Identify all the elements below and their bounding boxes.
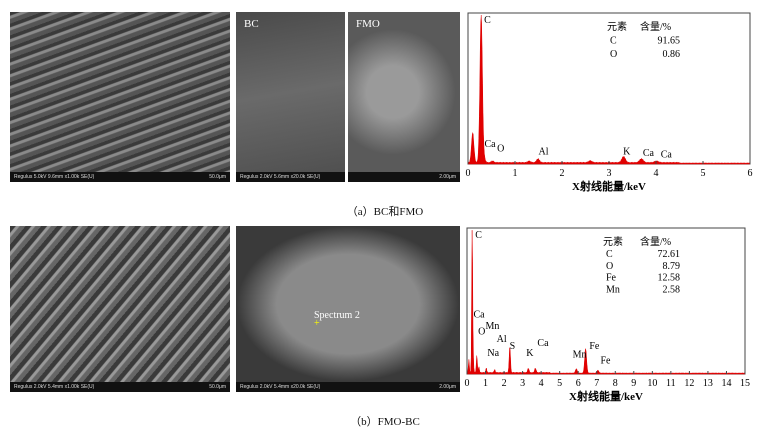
x-tick-label: 10 <box>647 378 657 389</box>
x-tick-label: 2 <box>502 378 507 389</box>
peak-label: S <box>510 341 516 352</box>
spectrum-label: Spectrum 2 <box>314 310 360 321</box>
peak-label: Mn <box>486 321 500 332</box>
sem-image-fmo-bc-1k: Regulus 2.0kV 5.4mm x1.00k SE(U) 50.0μm <box>10 226 230 392</box>
peak-label: Na <box>487 348 499 359</box>
sem-info: Regulus 5.0kV 9.6mm x1.00k SE(U) <box>14 174 95 180</box>
peak-label: O <box>497 144 504 155</box>
table-element: C <box>610 36 617 47</box>
x-axis-label: X射线能量/keV <box>569 389 643 403</box>
sem-image-bc-20k: BC Regulus 2.0kV 5.6mm x20.0k SE(U) <box>236 12 345 182</box>
table-header-content: 含量/% <box>640 20 671 33</box>
peak-label: Ca <box>537 338 549 349</box>
x-tick-label: 2 <box>560 168 565 179</box>
spectrum-marker-icon: + <box>314 318 320 329</box>
x-tick-label: 8 <box>613 378 618 389</box>
x-tick-label: 1 <box>483 378 488 389</box>
table-value: 0.86 <box>663 49 681 60</box>
table-header-content: 含量/% <box>640 235 671 248</box>
peak-label: Fe <box>600 355 611 366</box>
sem-image-fmo: FMO 2.00μm <box>348 12 460 182</box>
sem-label: FMO <box>356 18 380 30</box>
sem-info: Regulus 2.0kV 5.4mm x1.00k SE(U) <box>14 384 95 390</box>
spectrum-series <box>466 230 746 375</box>
table-element: O <box>606 261 613 272</box>
x-tick-label: 7 <box>594 378 599 389</box>
table-element: C <box>606 249 613 260</box>
peak-label: O <box>478 327 485 338</box>
sem-image-fmo-bc-20k: + Spectrum 2 Regulus 2.0kV 5.4mm x20.0k … <box>236 226 460 392</box>
table-value: 8.79 <box>663 261 681 272</box>
peak-label: Al <box>497 334 507 345</box>
peak-label: Ca <box>661 150 673 161</box>
x-tick-label: 11 <box>666 378 676 389</box>
table-header-element: 元素 <box>607 20 627 33</box>
caption-b: （b）FMO-BC <box>350 416 420 428</box>
sem-scale: 2.00μm <box>439 384 456 390</box>
peak-label: K <box>623 147 631 158</box>
x-tick-label: 6 <box>576 378 581 389</box>
table-value: 91.65 <box>658 36 681 47</box>
table-value: 12.58 <box>658 273 681 284</box>
x-tick-label: 5 <box>557 378 562 389</box>
peak-label: Mn <box>573 350 587 361</box>
table-element: Mn <box>606 285 620 296</box>
peak-label: Ca <box>484 139 496 150</box>
x-tick-label: 5 <box>701 168 706 179</box>
x-tick-label: 0 <box>466 168 471 179</box>
sem-info: Regulus 2.0kV 5.6mm x20.0k SE(U) <box>240 174 321 180</box>
table-value: 72.61 <box>658 249 681 260</box>
peak-label: Ca <box>643 148 655 159</box>
x-axis-label: X射线能量/keV <box>572 179 646 193</box>
x-tick-label: 3 <box>607 168 612 179</box>
x-tick-label: 4 <box>539 378 544 389</box>
table-element: Fe <box>606 273 617 284</box>
table-header-element: 元素 <box>603 235 623 248</box>
x-tick-label: 14 <box>721 378 731 389</box>
x-tick-label: 12 <box>684 378 694 389</box>
sem-scale: 50.0μm <box>209 174 226 180</box>
x-tick-label: 13 <box>703 378 713 389</box>
peak-label: Ca <box>473 309 485 320</box>
sem-scale: 2.00μm <box>439 174 456 180</box>
sem-image-bc-1k: Regulus 5.0kV 9.6mm x1.00k SE(U) 50.0μm <box>10 12 230 182</box>
peak-label: Fe <box>589 341 600 352</box>
x-tick-label: 3 <box>520 378 525 389</box>
x-tick-label: 0 <box>465 378 470 389</box>
x-tick-label: 4 <box>654 168 659 179</box>
x-tick-label: 9 <box>631 378 636 389</box>
table-value: 2.58 <box>663 285 681 296</box>
x-tick-label: 1 <box>513 168 518 179</box>
sem-label: BC <box>244 18 259 30</box>
table-element: O <box>610 49 617 60</box>
x-tick-label: 6 <box>748 168 753 179</box>
sem-scale: 50.0μm <box>209 384 226 390</box>
peak-label: C <box>475 230 482 241</box>
spectrum-series <box>467 14 751 165</box>
peak-label: K <box>526 348 534 359</box>
plot-frame <box>467 12 751 165</box>
peak-label: C <box>484 15 491 26</box>
caption-a: （a）BC和FMO <box>346 206 424 218</box>
x-tick-label: 15 <box>740 378 750 389</box>
sem-info: Regulus 2.0kV 5.4mm x20.0k SE(U) <box>240 384 321 390</box>
peak-label: Al <box>539 147 549 158</box>
